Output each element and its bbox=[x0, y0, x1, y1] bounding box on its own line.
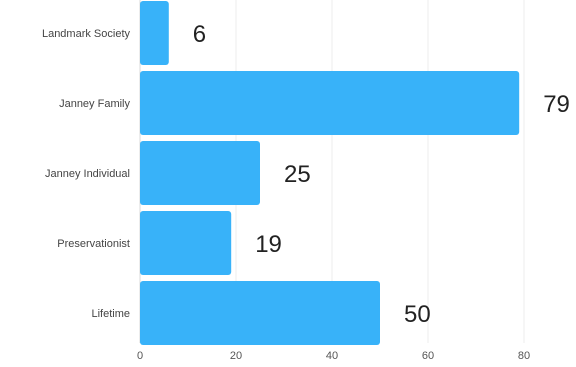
category-label: Lifetime bbox=[91, 308, 130, 320]
x-tick-label: 60 bbox=[422, 350, 434, 362]
category-label: Janney Individual bbox=[45, 168, 130, 180]
bars-group bbox=[140, 1, 520, 345]
bar bbox=[140, 281, 380, 345]
value-labels: 6 79 25 19 50 bbox=[193, 21, 570, 328]
data-label: 50 bbox=[404, 301, 431, 328]
category-label: Landmark Society bbox=[42, 28, 131, 40]
data-label: 79 bbox=[543, 91, 570, 118]
category-labels: Landmark Society Janney Family Janney Indi… bbox=[42, 28, 131, 320]
x-tick-label: 40 bbox=[326, 350, 338, 362]
bar bbox=[140, 71, 520, 135]
data-label: 19 bbox=[255, 231, 282, 258]
x-tick-label: 20 bbox=[230, 350, 242, 362]
x-tick-label: 0 bbox=[137, 350, 143, 362]
x-axis-ticks: 0 20 40 60 80 bbox=[137, 350, 530, 362]
category-label: Preservationist bbox=[57, 238, 130, 250]
data-label: 6 bbox=[193, 21, 206, 48]
bar bbox=[140, 211, 232, 275]
bar bbox=[140, 141, 260, 205]
category-label: Janney Family bbox=[59, 98, 130, 110]
data-label: 25 bbox=[284, 161, 311, 188]
x-tick-label: 80 bbox=[518, 350, 530, 362]
bar bbox=[140, 1, 169, 65]
